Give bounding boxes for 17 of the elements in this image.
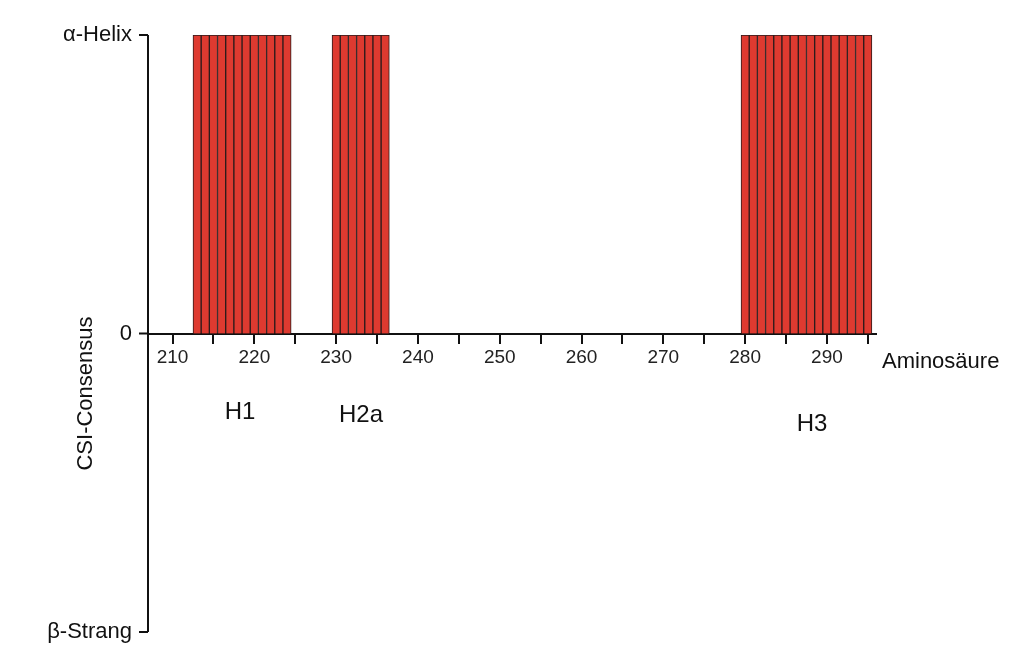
text: β-Strang [47, 618, 132, 644]
text: H2a [338, 399, 384, 427]
x-axis-title: Aminosäure [882, 347, 1000, 373]
x-tick-label: 290 [811, 346, 843, 368]
x-tick-label: 250 [483, 346, 516, 368]
x-tick-label: 280 [729, 346, 761, 368]
text: 0 [119, 319, 132, 345]
x-tick-label: 270 [647, 346, 680, 368]
text: H3 [796, 408, 828, 436]
x-tick-label: 210 [156, 346, 189, 368]
text: α-Helix [63, 21, 132, 47]
x-tick-label: 260 [565, 346, 598, 368]
x-tick-label: 230 [320, 346, 352, 368]
y-axis-title: CSI-Consensus [72, 316, 98, 471]
x-tick-label: 220 [238, 346, 271, 368]
text: H1 [224, 396, 256, 424]
x-tick-label: 240 [402, 346, 434, 368]
